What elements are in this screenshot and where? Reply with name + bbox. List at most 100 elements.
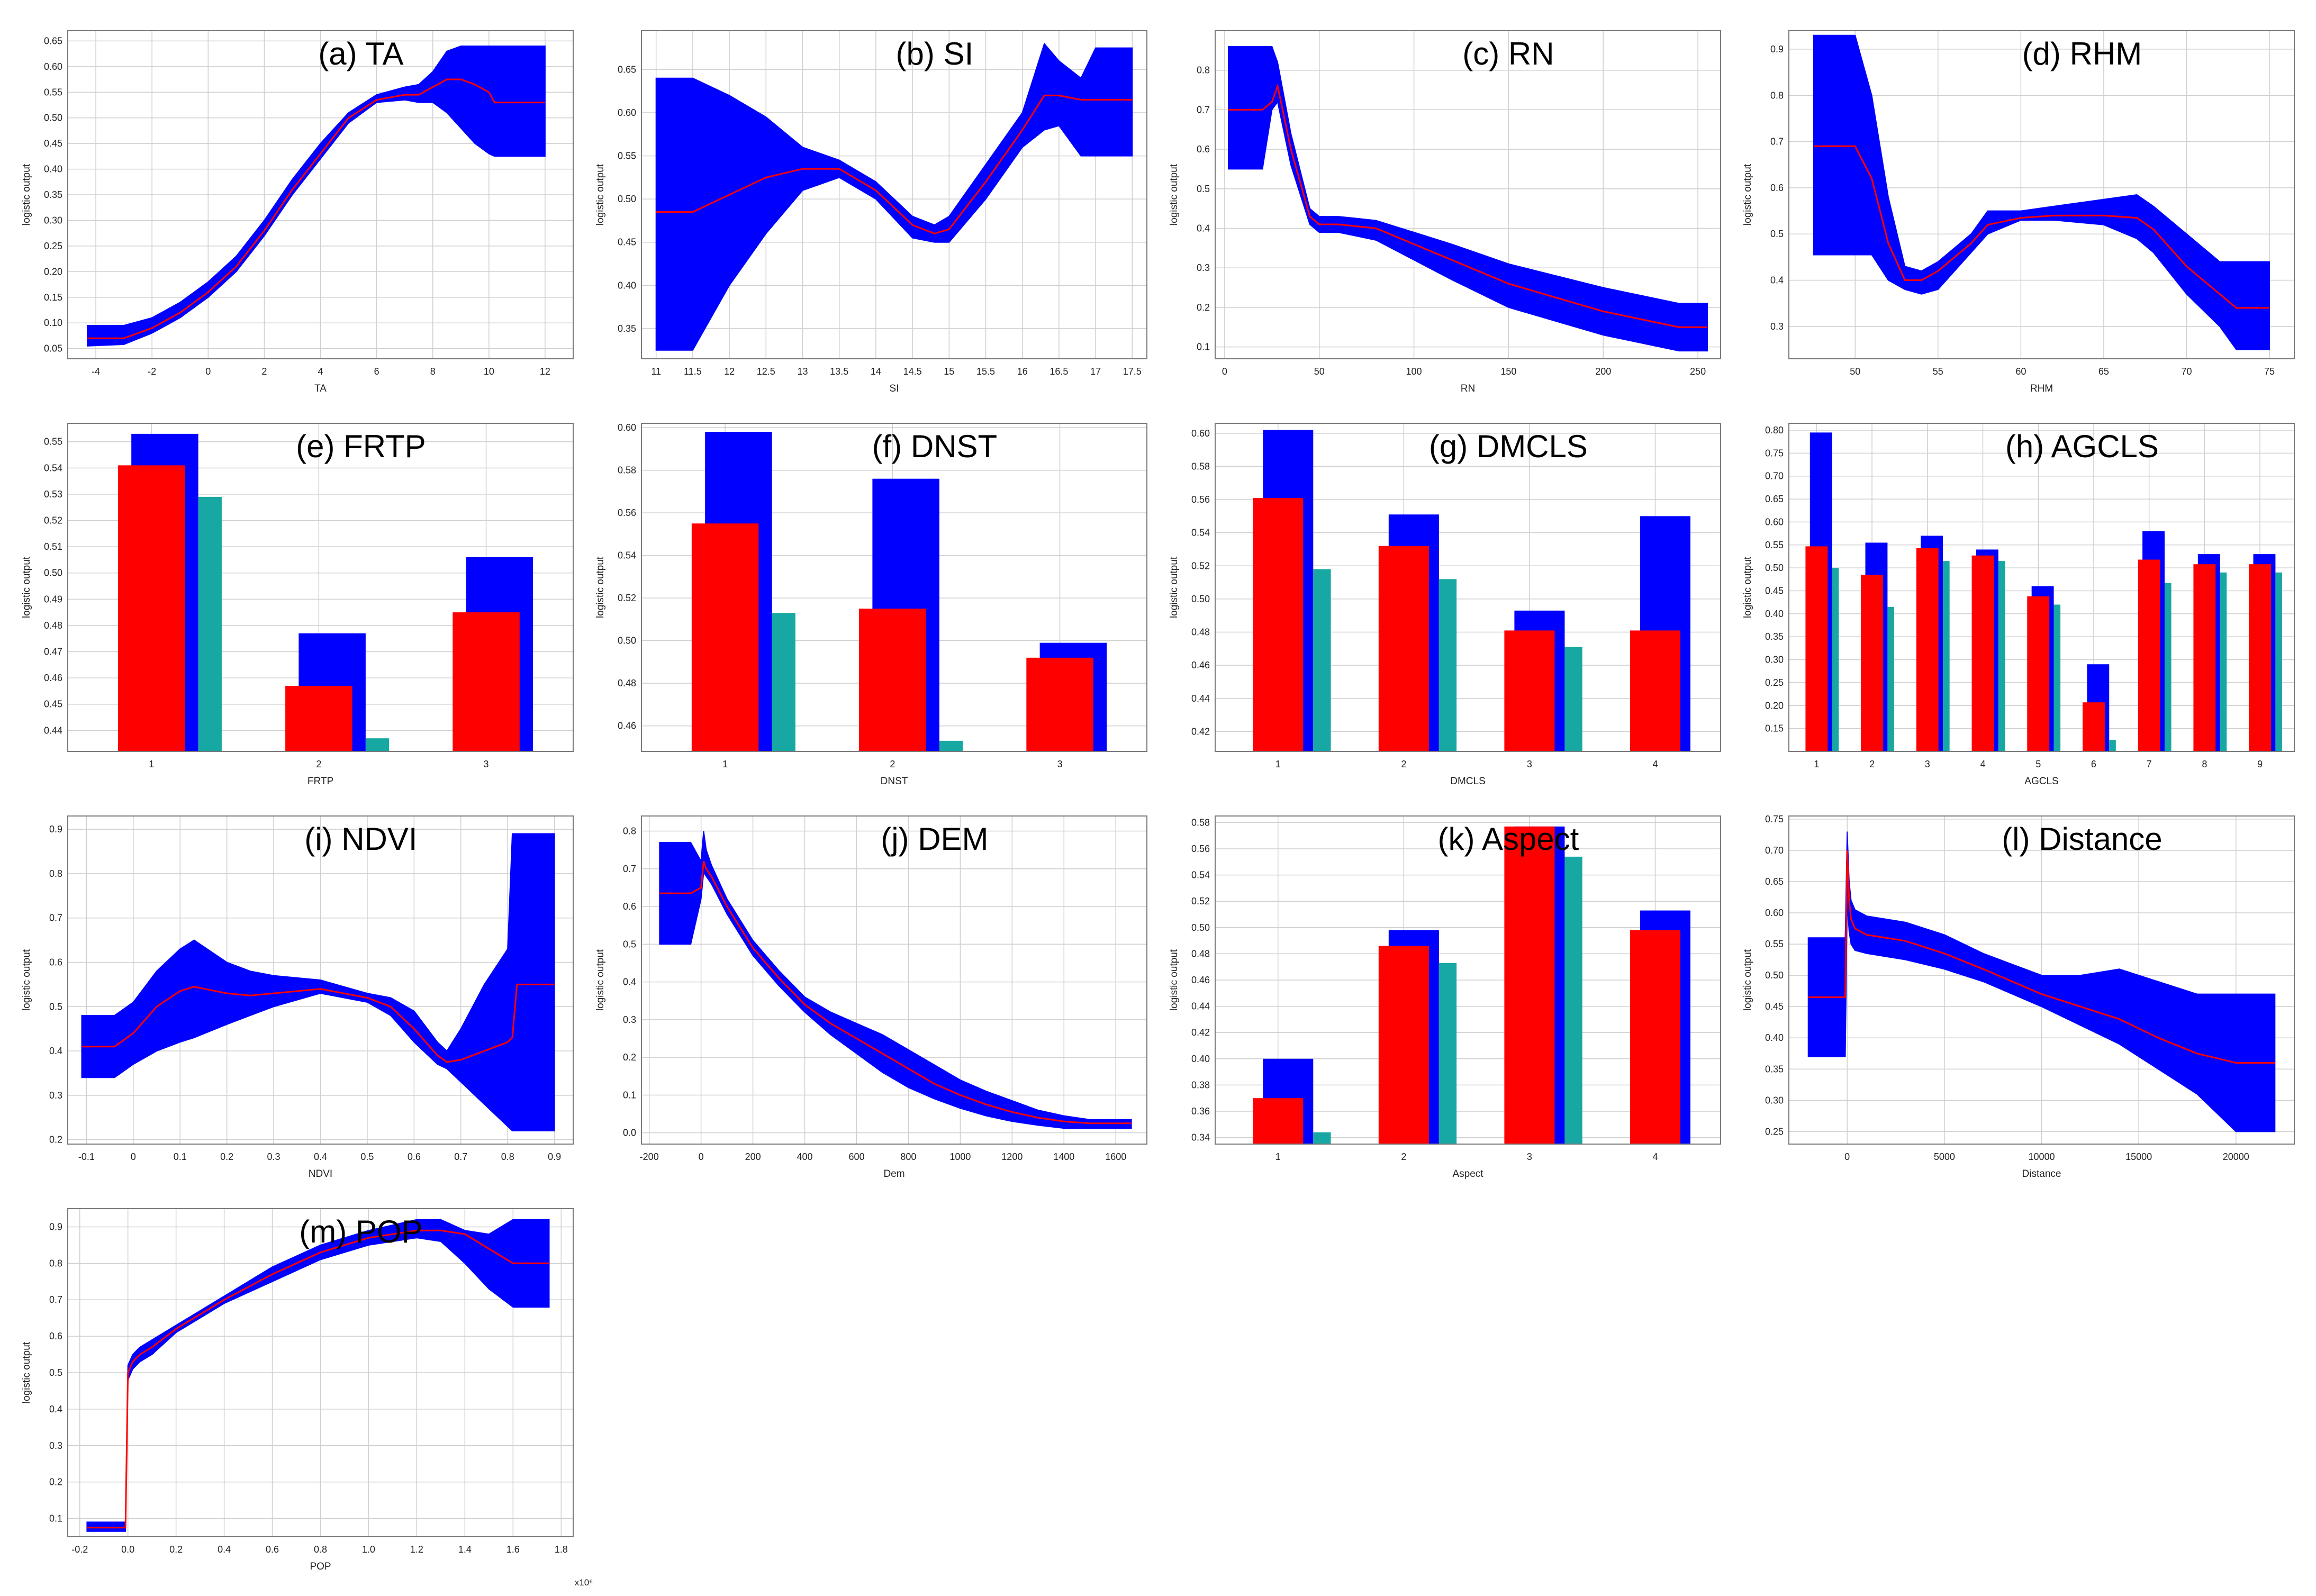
x-tick-label: 0.3 xyxy=(267,1151,281,1162)
x-tick-label: 200 xyxy=(745,1151,761,1162)
x-tick-label: 100 xyxy=(1406,366,1422,377)
panel-title: (b) SI xyxy=(896,36,974,71)
x-tick-label: 2 xyxy=(890,759,895,769)
y-tick-label: 0.3 xyxy=(623,1014,636,1025)
y-tick-label: 0.60 xyxy=(1765,908,1784,918)
y-tick-label: 0.15 xyxy=(1765,723,1784,734)
mean-bar xyxy=(859,609,926,751)
y-axis-label: logistic output xyxy=(595,556,606,618)
mean-response-line xyxy=(1814,145,2269,309)
x-tick-label: 50 xyxy=(1314,366,1325,377)
confidence-band xyxy=(1813,34,2270,350)
y-tick-label: 0.4 xyxy=(623,977,636,987)
x-axis-label: Distance xyxy=(2022,1168,2061,1180)
y-tick-label: 0.50 xyxy=(1765,563,1784,573)
x-tick-label: 17 xyxy=(1090,366,1101,377)
y-tick-label: 0.2 xyxy=(49,1135,62,1145)
plot-frame xyxy=(641,423,1147,752)
y-tick-label: 0.60 xyxy=(1765,516,1784,527)
y-tick-label: 0.54 xyxy=(1191,870,1210,881)
y-tick-label: 0.52 xyxy=(1191,560,1210,571)
x-tick-label: 16.5 xyxy=(1050,366,1068,377)
panel-title: (d) RHM xyxy=(2022,36,2142,71)
y-tick-label: 0.7 xyxy=(49,1294,62,1305)
mean-bar xyxy=(2249,564,2272,751)
plot-frame xyxy=(67,423,574,752)
y-tick-label: 0.58 xyxy=(1191,461,1210,471)
y-tick-label: 0.60 xyxy=(44,61,62,72)
x-tick-label: 1 xyxy=(1275,1151,1281,1162)
y-tick-label: 0.44 xyxy=(1191,693,1210,704)
lower-bar xyxy=(198,496,222,751)
x-tick-label: 800 xyxy=(900,1151,916,1162)
panel-title: (h) AGCLS xyxy=(2005,429,2159,464)
x-tick-label: 8 xyxy=(430,366,436,377)
y-axis-label: logistic output xyxy=(1742,164,1753,225)
lower-bar xyxy=(1832,568,1839,751)
y-tick-label: 0.25 xyxy=(1765,1126,1784,1137)
x-axis-label: DMCLS xyxy=(1450,776,1486,787)
panel-title: (f) DNST xyxy=(872,429,998,464)
panel-title: (l) Distance xyxy=(2002,821,2162,857)
y-tick-label: 0.55 xyxy=(1765,540,1784,550)
y-tick-label: 0.55 xyxy=(44,437,62,447)
x-tick-label: 200 xyxy=(1595,366,1611,377)
x-tick-label: 1 xyxy=(722,759,728,769)
mean-bar xyxy=(453,612,520,751)
panel-b: 11 11.5 12 12.5 13 13.5 14 14.5 15 15.5 16 16.5 17 17… xyxy=(595,30,1147,394)
x-tick-label: -0.2 xyxy=(71,1544,88,1555)
x-tick-label: 0.4 xyxy=(218,1544,231,1555)
y-tick-label: 0.50 xyxy=(1191,594,1210,604)
confidence-band xyxy=(659,831,1132,1129)
mean-bar xyxy=(1805,546,1828,751)
y-tick-label: 0.46 xyxy=(618,721,636,731)
y-tick-label: 0.48 xyxy=(1191,948,1210,959)
confidence-band xyxy=(655,42,1133,351)
y-tick-label: 0.4 xyxy=(1770,275,1784,286)
mean-bar xyxy=(1630,630,1680,751)
lower-bar xyxy=(772,613,795,751)
y-tick-label: 0.8 xyxy=(1197,65,1210,76)
x-tick-label: 0.6 xyxy=(266,1544,279,1555)
confidence-band xyxy=(81,833,555,1131)
confidence-band xyxy=(1228,46,1708,352)
y-tick-label: 0.10 xyxy=(44,318,62,328)
plot-frame xyxy=(1788,30,2295,359)
mean-response-line xyxy=(87,1229,549,1529)
x-tick-label: -4 xyxy=(92,366,100,377)
y-axis-label: logistic output xyxy=(1742,556,1753,618)
x-tick-label: 0.0 xyxy=(121,1544,134,1555)
y-tick-label: 0.2 xyxy=(623,1052,636,1063)
y-tick-label: 0.0 xyxy=(623,1128,636,1138)
panel-title: (c) RN xyxy=(1462,36,1554,71)
x-tick-label: -200 xyxy=(640,1151,659,1162)
panel-g: 1 2 3 4 0.42 0.44 0.46 0.48 0.50 0.52 0.54 0.56 0.58… xyxy=(1169,423,1721,787)
y-tick-label: 0.42 xyxy=(1191,1027,1210,1038)
x-tick-label: 12 xyxy=(724,366,735,377)
y-tick-label: 0.46 xyxy=(44,673,62,683)
x-tick-label: 1.2 xyxy=(410,1544,423,1555)
y-axis-label: logistic output xyxy=(21,164,32,225)
x-tick-label: 150 xyxy=(1500,366,1516,377)
plot-frame xyxy=(1215,30,1721,359)
panel-title: (e) FRTP xyxy=(296,429,426,464)
x-axis-label: DNST xyxy=(881,776,908,787)
panel-k: 1 2 3 4 0.34 0.36 0.38 0.40 0.42 0.44 0.46 0.48 0.50… xyxy=(1169,815,1721,1180)
x-tick-label: 11 xyxy=(651,366,661,377)
y-tick-label: 0.40 xyxy=(1765,609,1784,619)
y-tick-label: 0.60 xyxy=(618,422,636,433)
mean-bar xyxy=(1971,555,1994,751)
y-tick-label: 0.8 xyxy=(1770,90,1784,101)
x-tick-label: 1400 xyxy=(1053,1151,1074,1162)
y-axis-label: logistic output xyxy=(595,164,606,225)
y-tick-label: 0.1 xyxy=(49,1513,62,1524)
y-tick-label: 0.3 xyxy=(1770,321,1784,332)
y-tick-label: 0.42 xyxy=(1191,726,1210,737)
y-tick-label: 0.56 xyxy=(1191,494,1210,505)
x-tick-label: 2 xyxy=(1869,759,1875,769)
y-tick-label: 0.50 xyxy=(44,113,62,123)
lower-bar xyxy=(2053,604,2061,751)
x-tick-label: 0.8 xyxy=(501,1151,514,1162)
x-tick-label: 12 xyxy=(540,366,550,377)
x-tick-label: 5 xyxy=(2035,759,2041,769)
